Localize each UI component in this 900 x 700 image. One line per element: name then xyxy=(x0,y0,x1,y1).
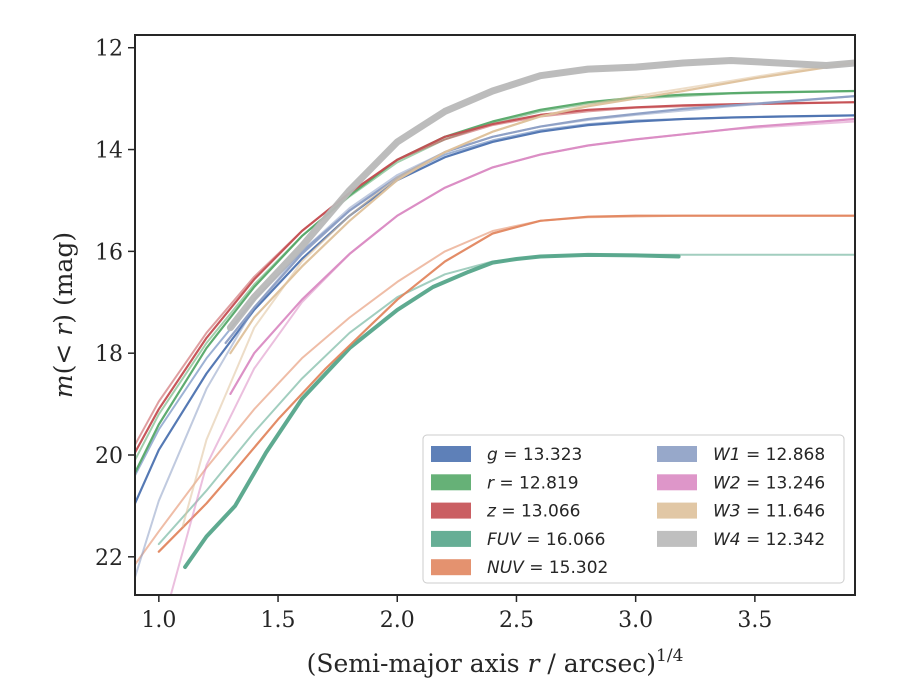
series-z-line xyxy=(135,101,855,454)
legend-swatch-fuv xyxy=(431,530,471,547)
y-tick-label: 20 xyxy=(95,444,123,469)
legend-swatch-w2 xyxy=(657,474,697,491)
legend-label-r: r = 12.819 xyxy=(487,473,579,493)
legend-label-fuv: FUV = 16.066 xyxy=(487,530,605,550)
legend: g = 13.323 r = 12.819 z = 13.066 FUV = 16.0… xyxy=(422,434,845,584)
x-axis-label-exp: 1/4 xyxy=(656,646,683,666)
legend-label-z: z = 13.066 xyxy=(486,502,580,522)
y-axis-label-unit: (mag) xyxy=(49,232,78,314)
legend-label-w1: W1 = 12.868 xyxy=(713,445,825,465)
y-axis-ticks: 12 14 16 18 20 22 xyxy=(95,37,135,571)
legend-swatch-g xyxy=(431,446,471,462)
legend-label-w3: W3 = 11.646 xyxy=(713,502,825,522)
y-axis-label-main: m xyxy=(49,374,78,398)
x-axis-label: (Semi-major axis r / arcsec)1/4 xyxy=(307,646,684,678)
x-tick-label: 2.5 xyxy=(499,608,534,633)
series-w3-line xyxy=(229,61,855,355)
legend-swatch-z xyxy=(431,502,471,519)
y-tick-label: 14 xyxy=(95,139,123,164)
series-w1-line xyxy=(224,95,855,345)
y-axis-label: m(< r) (mag) xyxy=(49,232,78,398)
y-tick-label: 12 xyxy=(95,37,123,62)
legend-swatch-r xyxy=(431,474,471,491)
y-axis-label-open: ( xyxy=(49,365,78,375)
legend-box xyxy=(422,434,845,584)
y-axis-label-close: ) xyxy=(49,314,78,324)
legend-swatch-nuv xyxy=(431,559,471,576)
legend-label-g: g = 13.323 xyxy=(487,445,582,465)
x-axis-ticks: 1.0 1.5 2.0 2.5 3.0 3.5 xyxy=(141,595,772,633)
x-tick-label: 2.0 xyxy=(380,608,415,633)
x-tick-label: 3.0 xyxy=(618,608,653,633)
plot-frame xyxy=(134,34,856,596)
x-tick-label: 1.0 xyxy=(141,608,176,633)
x-tick-label: 3.5 xyxy=(737,608,772,633)
series-layer xyxy=(135,57,855,595)
y-tick-label: 16 xyxy=(95,240,123,265)
y-tick-label: 18 xyxy=(95,342,123,367)
legend-swatch-w1 xyxy=(657,446,697,462)
legend-label-nuv: NUV = 15.302 xyxy=(487,558,608,578)
x-axis-label-mid: / arcsec) xyxy=(539,649,656,678)
legend-swatch-w4 xyxy=(657,530,697,547)
legend-label-w4: W4 = 12.342 xyxy=(713,530,825,550)
series-w4-line xyxy=(226,57,855,332)
legend-items: g = 13.323 r = 12.819 z = 13.066 FUV = 16.0… xyxy=(431,445,825,578)
series-nuv-line xyxy=(157,214,855,553)
x-axis-label-var: r xyxy=(528,649,542,678)
x-tick-label: 1.5 xyxy=(261,608,296,633)
y-tick-label: 22 xyxy=(95,546,123,571)
series-fuv-line xyxy=(183,252,681,569)
series-w2-line xyxy=(229,117,855,395)
series-g-line xyxy=(135,114,855,505)
y-axis-label-expr: < r xyxy=(49,322,78,365)
x-axis-label-main: (Semi-major axis xyxy=(307,649,528,678)
legend-swatch-w3 xyxy=(657,502,697,519)
legend-label-w2: W2 = 13.246 xyxy=(713,473,825,493)
